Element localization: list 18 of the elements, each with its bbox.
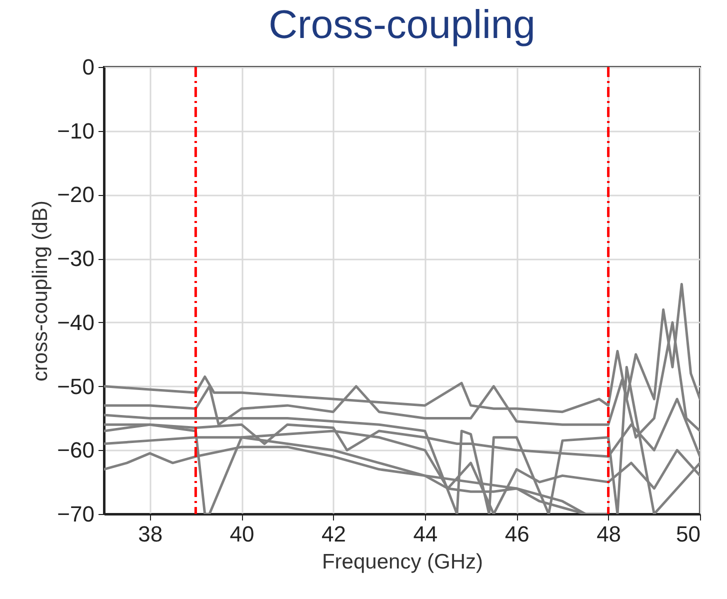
x-axis-title: Frequency (GHz)	[322, 550, 484, 574]
x-tick-label: 50	[676, 522, 700, 546]
x-tick-label: 46	[504, 522, 530, 546]
y-axis-title: cross-coupling (dB)	[29, 200, 52, 382]
x-tick-label: 40	[230, 522, 254, 546]
x-tick-label: 38	[138, 522, 163, 546]
y-tick-label: −10	[57, 118, 94, 144]
y-tick-label: −50	[57, 374, 94, 399]
y-tick-label: −30	[57, 246, 94, 272]
y-tick-label: −70	[57, 502, 94, 526]
y-tick-label: −60	[57, 438, 94, 463]
x-tick-label: 48	[596, 522, 622, 546]
y-tick-label: 0	[82, 54, 94, 80]
y-tick-label: −40	[57, 310, 94, 335]
x-tick-label: 44	[413, 522, 438, 546]
x-tick-label: 42	[321, 522, 346, 546]
y-tick-label: −20	[57, 182, 94, 208]
chart-title: Cross-coupling	[268, 3, 536, 47]
